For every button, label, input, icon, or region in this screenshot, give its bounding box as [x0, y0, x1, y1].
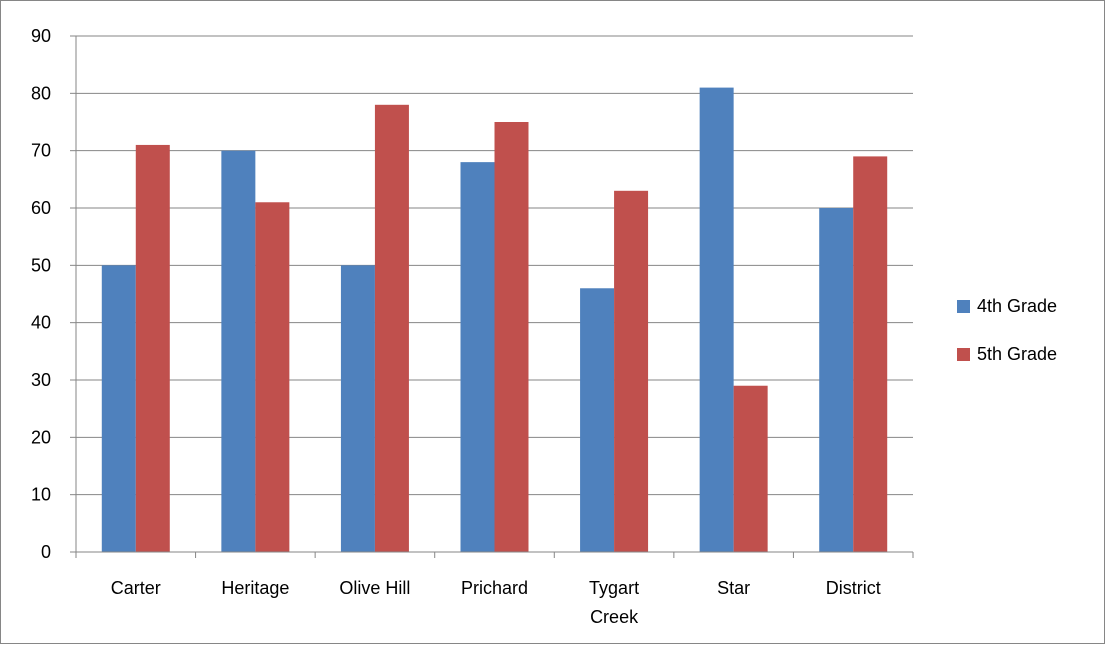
x-tick-label: District: [826, 578, 881, 598]
x-tick-label: Heritage: [221, 578, 289, 598]
y-tick-label: 10: [31, 485, 51, 505]
legend-label: 4th Grade: [977, 296, 1057, 316]
bar-5th-grade: [374, 104, 409, 553]
legend-swatch: [957, 348, 970, 361]
legend-label: 5th Grade: [977, 344, 1057, 364]
bar-4th-grade: [340, 265, 375, 552]
x-tick-label: Star: [717, 578, 750, 598]
bar-5th-grade: [853, 156, 888, 552]
y-tick-label: 80: [31, 83, 51, 103]
bar-4th-grade: [580, 288, 615, 552]
bars: [101, 87, 888, 553]
bar-5th-grade: [494, 122, 529, 552]
x-tick-label: Carter: [111, 578, 161, 598]
y-tick-label: 50: [31, 255, 51, 275]
y-tick-label: 20: [31, 427, 51, 447]
bar-4th-grade: [460, 162, 495, 552]
bar-5th-grade: [255, 202, 290, 552]
y-tick-label: 90: [31, 26, 51, 46]
bar-5th-grade: [135, 144, 170, 552]
bar-4th-grade: [221, 150, 256, 552]
y-tick-label: 70: [31, 141, 51, 161]
x-tick-label: Creek: [590, 607, 639, 627]
x-tick-label: Olive Hill: [339, 578, 410, 598]
bar-4th-grade: [101, 265, 136, 552]
y-tick-label: 30: [31, 370, 51, 390]
y-tick-label: 40: [31, 313, 51, 333]
legend: 4th Grade 5th Grade: [957, 296, 1057, 364]
x-tick-label: Tygart: [589, 578, 639, 598]
bar-5th-grade: [733, 385, 768, 552]
axes: [70, 35, 914, 558]
bar-4th-grade: [699, 87, 734, 552]
tick-labels: 0 10 20 30 40 50 60 70 80 90 Carter Heritage Olive H…: [31, 26, 881, 627]
y-tick-label: 0: [41, 542, 51, 562]
y-tick-label: 60: [31, 198, 51, 218]
legend-swatch: [957, 300, 970, 313]
x-tick-label: Prichard: [461, 578, 528, 598]
bar-5th-grade: [614, 190, 649, 553]
bar-4th-grade: [819, 208, 854, 552]
